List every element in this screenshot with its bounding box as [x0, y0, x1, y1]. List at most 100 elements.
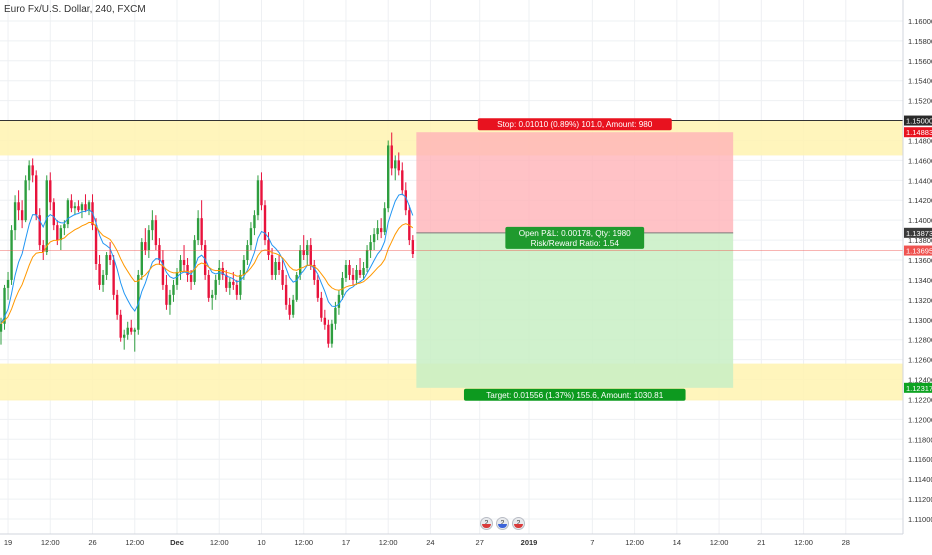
candle-down[interactable]: [404, 190, 407, 211]
candle-up[interactable]: [147, 230, 151, 251]
candle-up[interactable]: [59, 228, 63, 241]
candle-down[interactable]: [379, 228, 383, 233]
flag-badge-icon[interactable]: 2: [512, 517, 525, 530]
candle-down[interactable]: [277, 262, 281, 270]
candle-down[interactable]: [323, 317, 327, 325]
candle-up[interactable]: [80, 204, 84, 211]
candle-down[interactable]: [313, 264, 316, 280]
candle-down[interactable]: [84, 204, 87, 211]
candle-down[interactable]: [284, 284, 288, 305]
candle-up[interactable]: [105, 255, 108, 275]
candle-up[interactable]: [168, 294, 172, 305]
candle-up[interactable]: [123, 334, 126, 338]
candle-up[interactable]: [6, 279, 10, 288]
pnl-label-background[interactable]: [505, 226, 645, 249]
candle-down[interactable]: [358, 269, 362, 275]
candle-up[interactable]: [344, 264, 348, 278]
candle-down[interactable]: [221, 267, 224, 275]
take-profit-zone[interactable]: [416, 232, 734, 388]
candle-down[interactable]: [52, 202, 55, 226]
candle-down[interactable]: [260, 180, 263, 206]
candle-down[interactable]: [411, 240, 415, 255]
candle-up[interactable]: [291, 299, 295, 315]
candle-up[interactable]: [126, 327, 129, 335]
candle-down[interactable]: [186, 264, 189, 275]
candle-up[interactable]: [218, 267, 221, 280]
candle-down[interactable]: [119, 314, 122, 338]
stop-loss-zone[interactable]: [416, 132, 734, 233]
candle-down[interactable]: [115, 294, 119, 315]
candle-down[interactable]: [232, 281, 235, 285]
candle-down[interactable]: [263, 205, 267, 241]
candle-down[interactable]: [182, 260, 186, 265]
candle-up[interactable]: [101, 274, 105, 285]
candle-down[interactable]: [225, 274, 228, 288]
candle-down[interactable]: [35, 175, 38, 216]
candle-up[interactable]: [3, 287, 6, 324]
stop-label-background[interactable]: [477, 118, 672, 131]
candle-down[interactable]: [270, 255, 274, 275]
candle-up[interactable]: [334, 307, 337, 324]
candle-up[interactable]: [27, 165, 31, 181]
candle-down[interactable]: [42, 245, 45, 253]
candle-down[interactable]: [56, 225, 59, 241]
candle-up[interactable]: [45, 180, 48, 253]
candle-up[interactable]: [299, 250, 302, 275]
candle-down[interactable]: [94, 225, 98, 264]
candle-down[interactable]: [288, 304, 291, 315]
candle-down[interactable]: [31, 165, 34, 176]
candle-down[interactable]: [401, 170, 404, 191]
candle-up[interactable]: [196, 218, 200, 241]
candle-down[interactable]: [49, 180, 52, 203]
candle-up[interactable]: [274, 262, 277, 275]
candle-down[interactable]: [130, 327, 133, 332]
candle-down[interactable]: [189, 274, 193, 282]
candle-down[interactable]: [154, 220, 158, 246]
candle-up[interactable]: [249, 228, 253, 246]
candle-up[interactable]: [179, 260, 182, 272]
candle-down[interactable]: [38, 215, 41, 246]
flag-badge-icon[interactable]: 2: [480, 517, 493, 530]
candle-down[interactable]: [390, 145, 393, 169]
candle-up[interactable]: [0, 323, 3, 332]
candle-up[interactable]: [73, 206, 77, 209]
candle-down[interactable]: [200, 218, 203, 246]
target-label-background[interactable]: [463, 388, 686, 401]
candle-up[interactable]: [330, 323, 334, 344]
candle-down[interactable]: [161, 260, 165, 285]
candle-down[interactable]: [327, 324, 330, 344]
candle-down[interactable]: [165, 284, 168, 305]
candle-down[interactable]: [348, 264, 351, 275]
candle-down[interactable]: [70, 200, 73, 209]
candle-down[interactable]: [98, 263, 101, 285]
candle-down[interactable]: [77, 206, 80, 211]
candle-down[interactable]: [235, 284, 239, 295]
candle-up[interactable]: [87, 202, 91, 211]
candle-down[interactable]: [316, 279, 319, 298]
candle-up[interactable]: [256, 180, 260, 216]
candle-up[interactable]: [66, 200, 70, 225]
candle-up[interactable]: [193, 240, 196, 282]
candle-down[interactable]: [397, 160, 400, 171]
candle-down[interactable]: [144, 242, 147, 251]
candle-down[interactable]: [351, 274, 355, 280]
candle-down[interactable]: [207, 274, 210, 298]
candle-up[interactable]: [376, 228, 379, 235]
candle-down[interactable]: [17, 202, 20, 211]
candle-up[interactable]: [387, 145, 390, 209]
candle-down[interactable]: [309, 245, 312, 265]
candle-up[interactable]: [365, 250, 369, 268]
candle-down[interactable]: [281, 269, 284, 285]
candle-up[interactable]: [372, 234, 376, 243]
candle-up[interactable]: [362, 267, 365, 275]
candle-down[interactable]: [158, 245, 161, 261]
candle-up[interactable]: [295, 274, 298, 300]
candle-up[interactable]: [253, 215, 256, 229]
candle-up[interactable]: [140, 242, 143, 275]
candle-up[interactable]: [151, 220, 154, 231]
candle-up[interactable]: [172, 284, 175, 295]
candle-up[interactable]: [341, 277, 344, 295]
candle-down[interactable]: [108, 255, 112, 261]
